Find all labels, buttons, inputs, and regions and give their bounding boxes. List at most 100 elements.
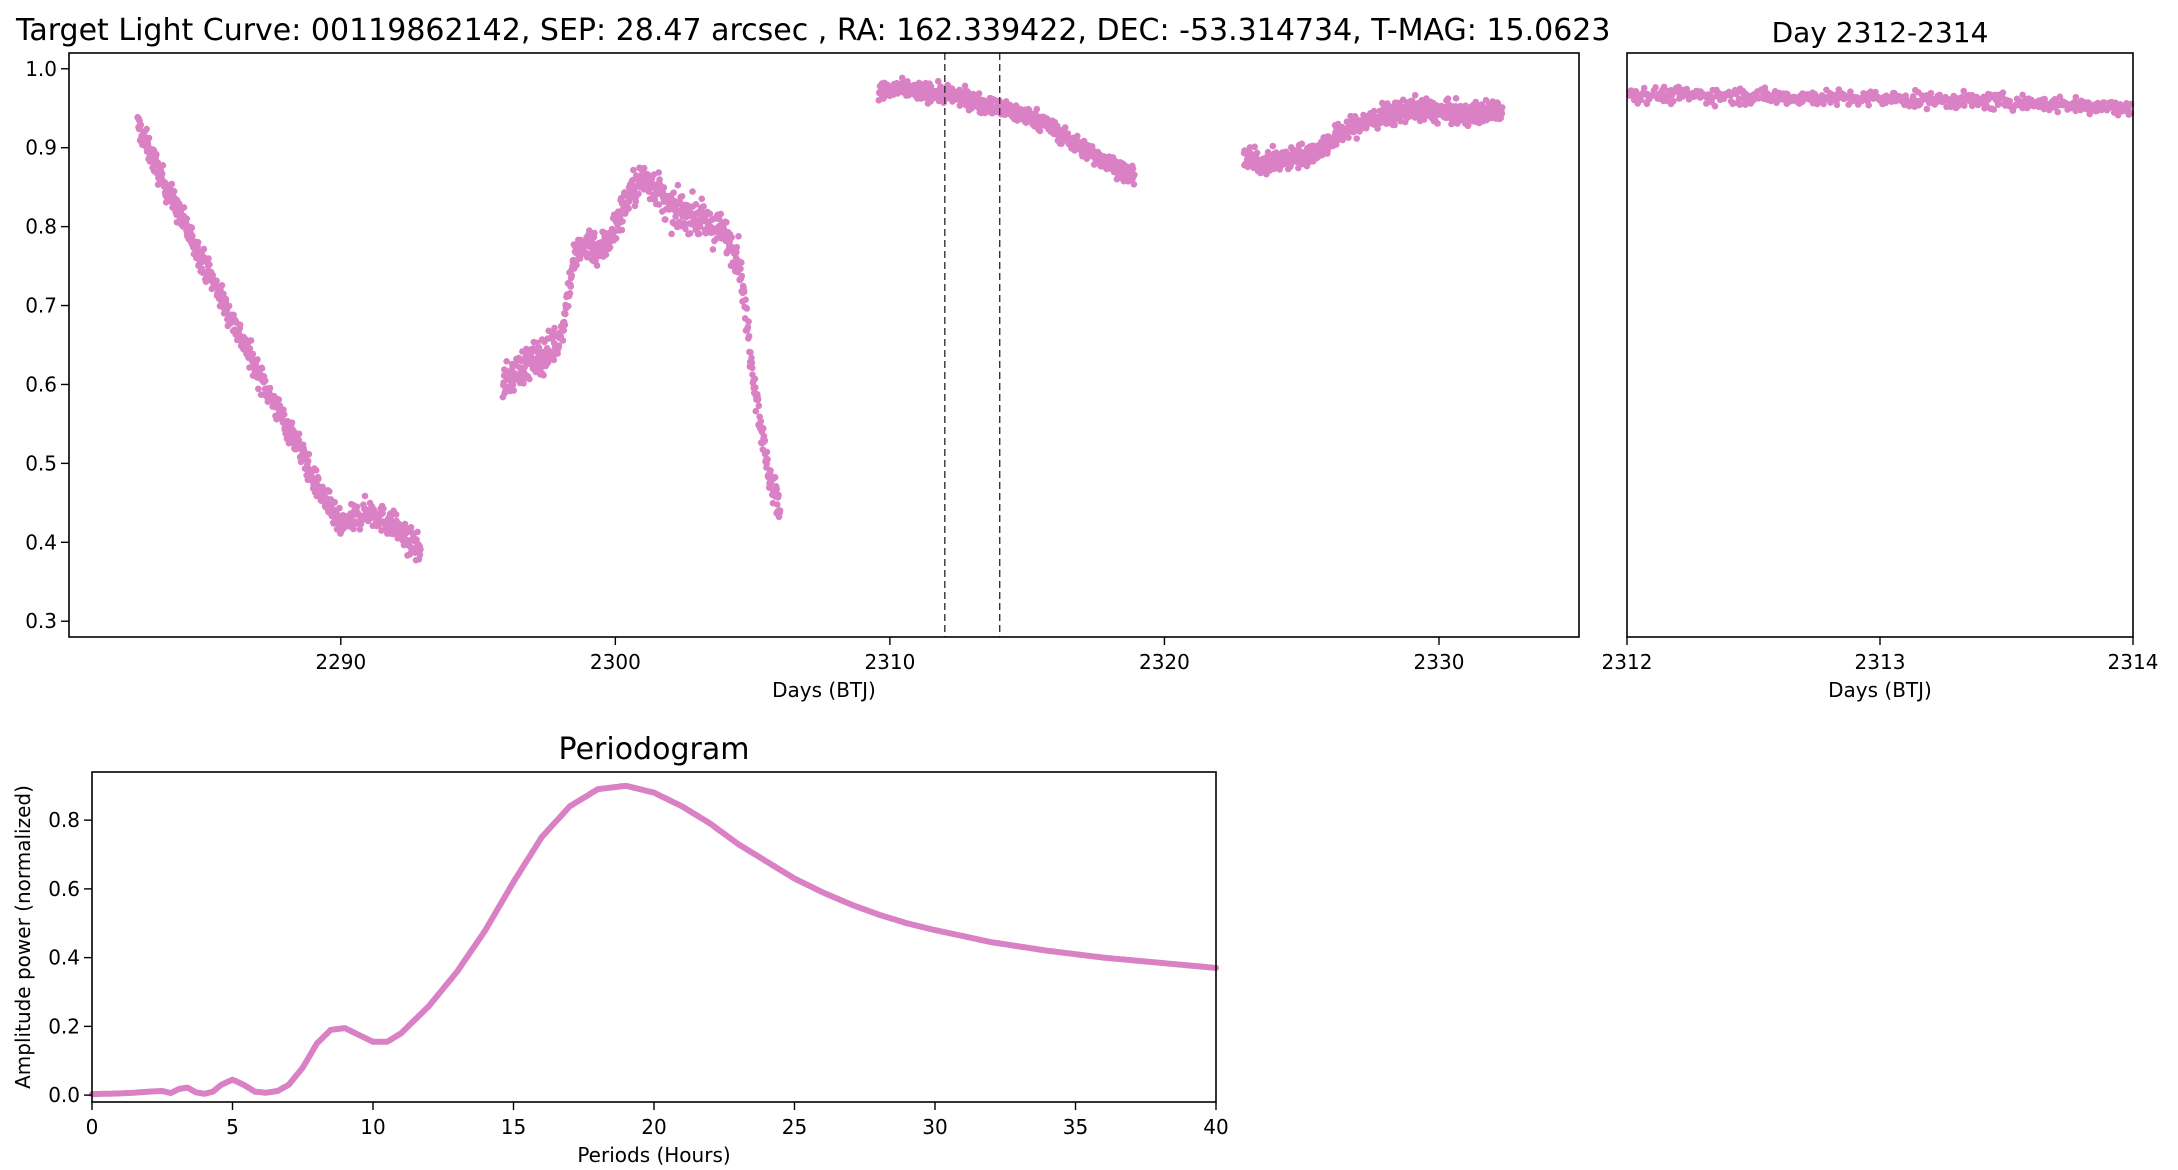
zoom-data-point xyxy=(2114,111,2122,119)
light-curve-data-point xyxy=(644,171,652,178)
light-curve-data-point xyxy=(700,203,707,210)
zoom-data-point xyxy=(1755,95,1762,102)
light-curve-data-point xyxy=(618,226,626,234)
light-curve-data-point xyxy=(145,134,153,142)
light-curve-data-point xyxy=(1033,105,1041,113)
light-curve-data-point xyxy=(1434,120,1441,127)
light-curve-data-point xyxy=(319,483,326,491)
light-curve-data-point xyxy=(1472,98,1480,106)
light-curve-x-tick-label: 2320 xyxy=(1139,650,1190,674)
periodogram-x-tick-label: 25 xyxy=(782,1115,807,1139)
light-curve-data-point xyxy=(1036,127,1044,135)
light-curve-data-point xyxy=(975,90,983,97)
light-curve-data-point xyxy=(591,229,598,237)
light-curve-data-point xyxy=(137,121,145,129)
light-curve-data-point xyxy=(295,436,303,444)
light-curve-data-point xyxy=(738,259,745,266)
light-curve-data-point xyxy=(640,164,648,172)
zoom-x-ticks: 2312 2313 2314 xyxy=(1602,637,2158,674)
zoom-data-point xyxy=(1640,84,1648,92)
zoom-data-point xyxy=(1736,101,1744,108)
zoom-data-point xyxy=(1999,89,2007,96)
light-curve-data-point xyxy=(576,255,584,262)
light-curve-data-point xyxy=(554,350,561,357)
light-curve-data-point xyxy=(625,205,632,212)
light-curve-data-point xyxy=(262,377,269,385)
light-curve-data-point xyxy=(1253,149,1261,157)
light-curve-title: Target Light Curve: 00119862142, SEP: 28… xyxy=(15,13,1610,48)
light-curve-data-point xyxy=(401,520,409,528)
periodogram-y-tick-label: 0.4 xyxy=(48,946,80,970)
light-curve-data-point xyxy=(678,193,686,200)
light-curve-data-point xyxy=(698,195,706,203)
light-curve-data-point xyxy=(154,181,162,188)
light-curve-data-point xyxy=(612,235,620,242)
light-curve-data-point xyxy=(776,507,784,514)
light-curve-data-point xyxy=(1411,91,1419,99)
light-curve-data-point xyxy=(304,457,312,465)
light-curve-y-tick-label: 0.5 xyxy=(25,451,57,475)
light-curve-data-point xyxy=(361,492,369,500)
light-curve-data-point xyxy=(670,189,677,196)
light-curve-data-point xyxy=(686,230,694,237)
zoom-data-point xyxy=(1960,87,1967,95)
light-curve-data-point xyxy=(1269,142,1277,150)
light-curve-data-point xyxy=(740,288,748,296)
light-curve-data-point xyxy=(180,204,188,211)
light-curve-data-point xyxy=(290,428,298,435)
light-curve-data-point xyxy=(773,485,781,493)
light-curve-y-tick-label: 0.4 xyxy=(25,530,57,554)
light-curve-data-point xyxy=(630,166,637,174)
light-curve-data-point xyxy=(560,327,568,334)
light-curve-data-point xyxy=(1353,135,1360,142)
light-curve-data-point xyxy=(761,437,769,444)
light-curve-data-point xyxy=(672,213,679,220)
light-curve-data-point xyxy=(602,251,610,258)
zoom-data-point xyxy=(1990,106,1997,113)
light-curve-data-point xyxy=(236,321,244,329)
light-curve-data-point xyxy=(559,337,567,344)
light-curve-data-point xyxy=(763,448,771,456)
light-curve-data-point xyxy=(336,504,343,512)
light-curve-data-point xyxy=(668,230,675,238)
light-curve-data-point xyxy=(380,505,387,512)
light-curve-x-axis-label: Days (BTJ) xyxy=(772,678,876,702)
light-curve-data-point xyxy=(1391,121,1398,129)
light-curve-data-point xyxy=(258,365,266,372)
zoom-data-point xyxy=(2054,108,2061,116)
zoom-data-point xyxy=(1634,90,1641,98)
light-curve-data-point xyxy=(566,290,574,297)
light-curve-data-point xyxy=(738,272,746,280)
light-curve-data-point xyxy=(503,358,510,365)
light-curve-data-point xyxy=(266,384,274,392)
light-curve-data-point xyxy=(573,261,580,269)
periodogram-x-tick-label: 5 xyxy=(226,1115,239,1139)
light-curve-data-point xyxy=(312,467,320,474)
zoom-data-point xyxy=(1833,101,1841,109)
light-curve-data-point xyxy=(213,277,220,285)
light-curve-data-point xyxy=(775,491,782,499)
light-curve-data-point xyxy=(356,526,364,533)
light-curve-data-point xyxy=(550,356,558,364)
light-curve-data-point xyxy=(520,380,527,387)
light-curve-x-tick-label: 2290 xyxy=(315,650,366,674)
light-curve-data-point xyxy=(254,385,262,393)
light-curve-x-tick-label: 2300 xyxy=(590,650,641,674)
light-curve-data-point xyxy=(158,170,166,177)
light-curve-data-point xyxy=(326,488,333,495)
light-curve-y-ticks: 0.3 0.4 0.5 0.6 0.7 0.8 0.9 1.0 xyxy=(25,57,69,633)
light-curve-data-point xyxy=(305,450,313,458)
light-curve-data-point xyxy=(1444,95,1452,102)
zoom-points xyxy=(1626,83,2135,119)
light-curve-data-point xyxy=(606,244,614,251)
light-curve-data-point xyxy=(222,295,230,303)
zoom-x-axis-label: Days (BTJ) xyxy=(1828,678,1932,702)
light-curve-data-point xyxy=(689,188,696,195)
light-curve-data-point xyxy=(709,246,717,253)
zoom-title: Day 2312-2314 xyxy=(1772,16,1989,49)
light-curve-data-point xyxy=(555,342,563,350)
light-curve-data-point xyxy=(175,200,183,207)
light-curve-data-point xyxy=(748,354,755,362)
light-curve-data-point xyxy=(682,225,689,233)
